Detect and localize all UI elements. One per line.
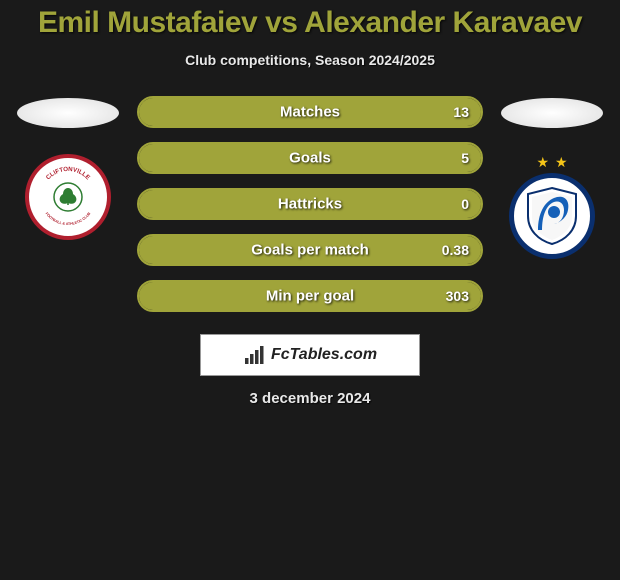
stat-value-right: 0.38: [442, 242, 469, 258]
comparison-card: Emil Mustafaiev vs Alexander Karavaev Cl…: [0, 0, 620, 580]
left-club-badge: CLIFTONVILLE FOOTBALL & ATHLETIC CLUB: [25, 154, 111, 240]
stat-label: Goals per match: [251, 242, 369, 259]
left-player-silhouette: [17, 98, 119, 128]
comparison-body: CLIFTONVILLE FOOTBALL & ATHLETIC CLUB M: [0, 96, 620, 312]
stat-value-right: 0: [461, 196, 469, 212]
stat-label: Matches: [280, 104, 340, 121]
stat-value-right: 13: [453, 104, 469, 120]
fctables-logo[interactable]: FcTables.com: [200, 334, 420, 376]
cliftonville-badge-icon: CLIFTONVILLE FOOTBALL & ATHLETIC CLUB: [34, 163, 102, 231]
star-icon: ★: [555, 154, 568, 171]
left-player-column: CLIFTONVILLE FOOTBALL & ATHLETIC CLUB: [17, 96, 119, 240]
logo-text: FcTables.com: [271, 346, 377, 364]
club-stars: ★ ★: [536, 154, 567, 171]
chart-icon: [243, 344, 267, 366]
stat-label: Hattricks: [278, 196, 342, 213]
right-club-badge: [509, 173, 595, 259]
subtitle: Club competitions, Season 2024/2025: [0, 52, 620, 68]
right-player-column: ★ ★: [501, 96, 603, 259]
stat-value-right: 303: [446, 288, 469, 304]
stat-label: Goals: [289, 150, 331, 167]
page-title: Emil Mustafaiev vs Alexander Karavaev: [0, 6, 620, 40]
date-label: 3 december 2024: [0, 390, 620, 407]
stat-row: Goals per match 0.38: [137, 234, 483, 266]
stat-row: Matches 13: [137, 96, 483, 128]
stat-value-right: 5: [461, 150, 469, 166]
stats-list: Matches 13 Goals 5 Hattricks 0 Goals per match…: [137, 96, 483, 312]
star-icon: ★: [536, 154, 549, 171]
stat-row: Goals 5: [137, 142, 483, 174]
dynamo-badge-icon: [524, 186, 580, 246]
stat-row: Hattricks 0: [137, 188, 483, 220]
stat-row: Min per goal 303: [137, 280, 483, 312]
right-club-badge-wrap: ★ ★: [509, 154, 595, 259]
stat-label: Min per goal: [266, 288, 354, 305]
right-player-silhouette: [501, 98, 603, 128]
